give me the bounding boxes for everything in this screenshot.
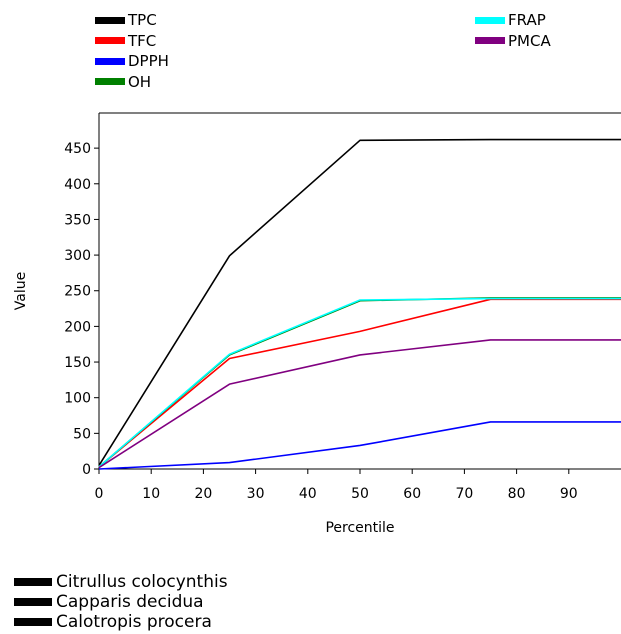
legend-swatch-capparis xyxy=(14,598,52,606)
legend-label-tpc: TPC xyxy=(128,11,157,29)
x-tick-label-70: 70 xyxy=(455,486,473,502)
x-tick-label-10: 10 xyxy=(142,486,160,502)
x-tick-label-50: 50 xyxy=(351,486,369,502)
y-tick-label-150: 150 xyxy=(64,355,91,371)
legend-label-pmca: PMCA xyxy=(508,31,551,50)
y-tick-label-350: 350 xyxy=(64,212,91,228)
legend-label-oh: OH xyxy=(128,72,152,91)
legend-swatch-dpph xyxy=(95,57,125,65)
legend-item-citrullus: Citrullus colocynthis xyxy=(14,572,228,592)
legend-item-tfc: TFC xyxy=(95,31,169,52)
x-tick-label-80: 80 xyxy=(508,486,526,502)
y-axis-label: Value xyxy=(13,272,29,310)
legend-item-calotropis: Calotropis procera xyxy=(14,612,228,632)
series-line-pmca xyxy=(98,339,621,469)
legend-label-dpph: DPPH xyxy=(128,52,169,70)
series-line-frap xyxy=(98,297,621,468)
x-axis-ticks: 0 10 20 30 40 50 60 70 80 90 xyxy=(95,469,578,502)
y-tick-label-50: 50 xyxy=(73,426,91,442)
x-tick-label-40: 40 xyxy=(299,486,317,502)
y-tick-label-300: 300 xyxy=(64,248,91,264)
series-lines xyxy=(98,138,621,470)
legend-item-capparis: Capparis decidua xyxy=(14,592,228,612)
legend-swatch-calotropis xyxy=(14,618,52,626)
legend-item-oh: OH xyxy=(95,72,169,93)
series-line-dpph xyxy=(98,421,621,470)
legend-swatch-pmca xyxy=(475,37,505,45)
legend-item-dpph: DPPH xyxy=(95,51,169,72)
legend-label-frap: FRAP xyxy=(508,11,546,29)
y-axis-ticks: 0 50 100 150 200 250 300 350 400 450 xyxy=(64,141,99,478)
y-tick-label-250: 250 xyxy=(64,284,91,300)
legend-swatch-frap xyxy=(475,16,505,24)
x-tick-label-90: 90 xyxy=(560,486,578,502)
legend-swatch-citrullus xyxy=(14,578,52,586)
plot-area xyxy=(98,112,621,470)
y-tick-label-100: 100 xyxy=(64,391,91,407)
legend-label-calotropis: Calotropis procera xyxy=(56,612,212,632)
legend-item-pmca: PMCA xyxy=(475,31,551,52)
legend-label-citrullus: Citrullus colocynthis xyxy=(56,572,228,592)
x-tick-label-0: 0 xyxy=(95,486,104,502)
x-axis-label: Percentile xyxy=(325,520,394,536)
legend-top-left: TPC TFC DPPH OH xyxy=(95,10,169,92)
legend-item-tpc: TPC xyxy=(95,10,169,31)
y-tick-label-0: 0 xyxy=(82,462,91,478)
x-tick-label-30: 30 xyxy=(247,486,265,502)
y-tick-label-200: 200 xyxy=(64,319,91,335)
legend-swatch-tfc xyxy=(95,37,125,45)
y-tick-label-400: 400 xyxy=(64,177,91,193)
x-tick-label-20: 20 xyxy=(194,486,212,502)
x-tick-label-60: 60 xyxy=(403,486,421,502)
series-line-tfc xyxy=(98,298,621,468)
series-line-oh xyxy=(98,297,621,468)
legend-item-frap: FRAP xyxy=(475,10,551,31)
legend-top-right: FRAP PMCA xyxy=(475,10,551,51)
legend-label-tfc: TFC xyxy=(128,31,157,50)
legend-label-capparis: Capparis decidua xyxy=(56,592,204,612)
legend-bottom: Citrullus colocynthis Capparis decidua C… xyxy=(14,572,228,632)
series-line-tpc xyxy=(98,138,621,466)
y-tick-label-450: 450 xyxy=(64,141,91,157)
legend-swatch-tpc xyxy=(95,16,125,24)
legend-swatch-oh xyxy=(95,78,125,86)
